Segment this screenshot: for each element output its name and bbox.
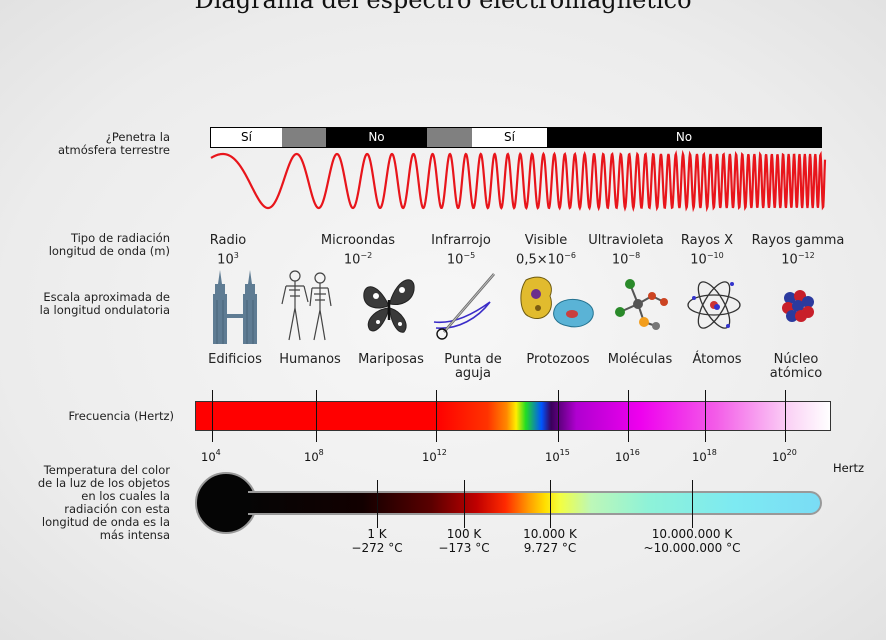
protozoa-icon	[520, 276, 594, 328]
radiation-infrared: Infrarrojo 10−5	[431, 233, 491, 268]
atmosphere-segment-partial	[282, 128, 326, 147]
temperature-label: Temperatura del color de la luz de los o…	[37, 463, 170, 542]
atom-icon	[687, 281, 741, 329]
frequency-tick-label: 1016	[615, 448, 640, 464]
scale-humans: Humanos	[279, 352, 341, 367]
temperature-tick-label: 10.000 K 9.727 °C	[523, 527, 577, 555]
temperature-tick-label: 100 K −173 °C	[438, 527, 490, 555]
frequency-tick-label: 108	[304, 448, 324, 464]
scale-atoms: Átomos	[692, 352, 742, 367]
scale-needle: Punta de aguja	[444, 352, 502, 381]
atmosphere-segment-no: No	[547, 128, 821, 147]
frequency-tick-label: 1020	[772, 448, 797, 464]
needle-icon	[433, 273, 495, 340]
radiation-xrays: Rayos X 10−10	[680, 233, 734, 268]
wavelength-wave	[210, 150, 827, 213]
frequency-tick-line	[316, 390, 317, 442]
butterfly-icon	[363, 279, 415, 333]
frequency-label: Frecuencia (Hertz)	[68, 409, 175, 423]
temperature-tick-line	[464, 480, 465, 528]
frequency-tick-line	[705, 390, 706, 442]
buildings-icon	[213, 270, 257, 344]
atmosphere-segment-yes-visible: Sí	[472, 128, 547, 147]
scale-label: Escala aproximada de la longitud ondulat…	[39, 290, 170, 317]
radiation-ultraviolet: Ultravioleta 10−8	[588, 233, 664, 268]
diagram-title: Diagrama del espectro electromagnético	[194, 0, 692, 14]
atmosphere-label: ¿Penetra la atmósfera terrestre	[57, 130, 170, 157]
scale-protozoa: Protozoos	[526, 352, 590, 367]
temperature-tick-line	[692, 480, 693, 528]
temperature-tick-label: 10.000.000 K ~10.000.000 °C	[643, 527, 741, 555]
frequency-tick-line	[436, 390, 437, 442]
frequency-unit: Hertz	[833, 461, 864, 475]
atmosphere-segment-no: No	[326, 128, 427, 147]
frequency-tick-line	[628, 390, 629, 442]
radiation-visible: Visible 0,5×10−6	[516, 233, 576, 268]
thermometer-tube	[248, 491, 822, 515]
scale-buildings: Edificios	[208, 352, 262, 367]
nucleus-icon	[782, 290, 814, 322]
frequency-bar	[195, 401, 831, 431]
frequency-tick-label: 1012	[422, 448, 447, 464]
radiation-radio: Radio 103	[209, 233, 247, 268]
temperature-tick-label: 1 K −272 °C	[351, 527, 403, 555]
scale-nucleus: Núcleo atómico	[769, 352, 823, 381]
molecule-icon	[615, 279, 668, 330]
scale-butterflies: Mariposas	[358, 352, 424, 367]
temperature-tick-line	[550, 480, 551, 528]
radiation-gamma: Rayos gamma 10−12	[751, 233, 845, 268]
atmosphere-segment-partial	[427, 128, 472, 147]
radiation-microwaves: Microondas 10−2	[320, 233, 396, 268]
frequency-tick-line	[785, 390, 786, 442]
frequency-tick-label: 1015	[545, 448, 570, 464]
scale-molecules: Moléculas	[607, 352, 673, 367]
frequency-tick-label: 104	[201, 448, 221, 464]
frequency-tick-label: 1018	[692, 448, 717, 464]
radiation-type-label: Tipo de radiación longitud de onda (m)	[48, 231, 170, 258]
thermometer-bulb	[195, 472, 257, 534]
frequency-tick-line	[558, 390, 559, 442]
frequency-tick-line	[212, 390, 213, 442]
humans-icon	[281, 270, 332, 341]
temperature-tick-line	[377, 480, 378, 528]
atmosphere-segment-yes-radio: Sí	[211, 128, 282, 147]
